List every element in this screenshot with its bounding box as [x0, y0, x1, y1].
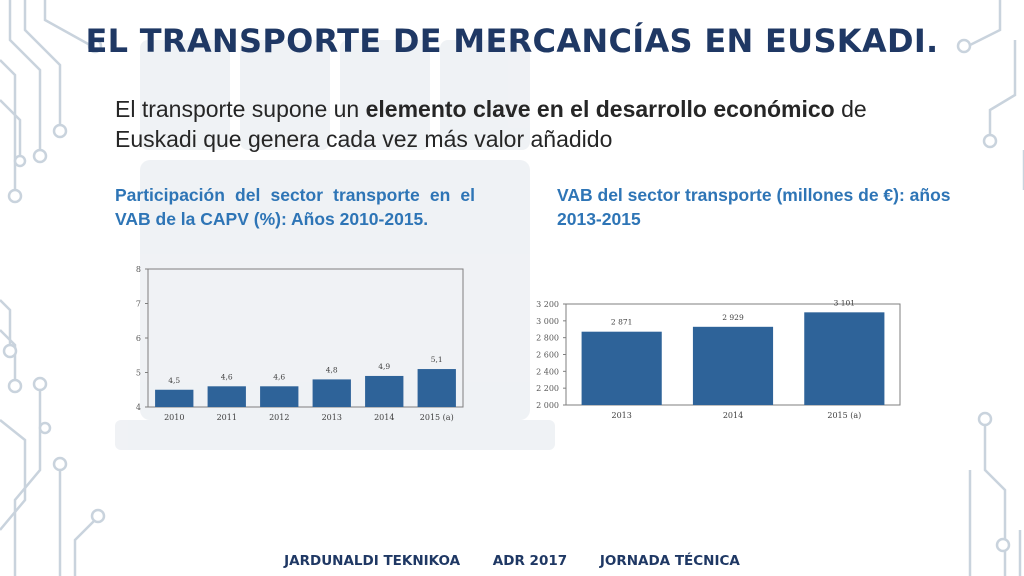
left-chart-value-label: 4,5 — [168, 376, 180, 385]
transport-share-bar-chart: 4 5 6 7 8 4,5 2010 4,6 2011 4,6 2012 4,8 2013 4,9 2014… — [136, 265, 464, 422]
intro-text: El transporte supone un elemento clave e… — [115, 94, 945, 154]
right-chart-y-tick-label: 2 800 — [536, 334, 559, 343]
right-chart-bar — [692, 326, 774, 405]
right-chart-value-label: 2 929 — [722, 313, 744, 322]
intro-text-part2: de Euskadi que genera cada vez más valor… — [115, 96, 867, 152]
left-chart-y-tick-label: 8 — [136, 265, 141, 274]
circuit-lines-left — [0, 0, 96, 576]
left-chart-y-tick-label: 5 — [136, 369, 141, 378]
left-chart-category-label: 2015 (a) — [420, 413, 454, 422]
left-chart-heading: Participación del sector transporte en e… — [115, 185, 475, 229]
intro-text-part1: El transporte supone un — [115, 96, 366, 122]
right-chart-y-tick-label: 3 200 — [536, 300, 559, 309]
footer-item-jardunaldi: JARDUNALDI TEKNIKOA — [284, 553, 461, 569]
left-chart-bar — [417, 369, 456, 407]
right-chart-category-label: 2014 — [723, 411, 743, 420]
right-chart-heading: VAB del sector transporte (millones de €… — [557, 185, 951, 229]
footer: JARDUNALDI TEKNIKOA ADR 2017 JORNADA TÉC… — [0, 553, 1024, 569]
right-chart-y-tick-label: 2 400 — [536, 367, 559, 376]
right-chart-y-tick-label: 2 600 — [536, 351, 559, 360]
right-chart-category-label: 2013 — [611, 411, 631, 420]
left-chart-bar — [260, 386, 299, 407]
circuit-nodes-right — [956, 38, 1011, 553]
circuit-nodes-left — [2, 38, 106, 524]
circuit-lines-right — [968, 0, 1024, 576]
left-chart-bar — [155, 389, 194, 407]
footer-item-jornada: JORNADA TÉCNICA — [599, 553, 740, 569]
left-chart-bar — [365, 375, 404, 407]
left-chart-bar — [207, 386, 246, 407]
left-chart-y-tick-label: 6 — [136, 334, 141, 343]
left-chart-bar — [312, 379, 351, 407]
left-chart-value-label: 4,9 — [378, 362, 390, 371]
right-chart-y-tick-label: 2 000 — [536, 401, 559, 410]
right-chart-y-tick-label: 3 000 — [536, 317, 559, 326]
intro-text-bold: elemento clave en el desarrollo económic… — [365, 96, 835, 122]
left-chart-category-label: 2010 — [164, 413, 184, 422]
left-chart-value-label: 4,6 — [221, 372, 233, 381]
page-title: EL TRANSPORTE DE MERCANCÍAS EN EUSKADI. — [85, 22, 939, 60]
left-chart-category-label: 2011 — [217, 413, 237, 422]
right-chart-y-tick-label: 2 200 — [536, 384, 559, 393]
left-chart-category-label: 2014 — [374, 413, 394, 422]
left-chart-y-tick-label: 4 — [136, 403, 141, 412]
footer-item-adr: ADR 2017 — [492, 553, 568, 569]
right-chart-bar — [581, 331, 662, 405]
left-chart-y-tick-label: 7 — [136, 300, 141, 309]
left-chart-category-label: 2013 — [322, 413, 342, 422]
right-chart-bar — [804, 312, 885, 405]
right-chart-category-label: 2015 (a) — [827, 411, 861, 420]
left-chart-plot-frame — [147, 268, 464, 408]
left-chart-value-label: 4,6 — [273, 372, 285, 381]
left-chart-value-label: 4,8 — [326, 365, 338, 374]
transport-gva-bar-chart: 2 000 2 200 2 400 2 600 2 800 3 000 3 200 2 871… — [536, 298, 901, 420]
right-chart-value-label: 3 101 — [834, 298, 855, 307]
right-chart-value-label: 2 871 — [611, 318, 632, 327]
left-chart-category-label: 2012 — [269, 413, 289, 422]
coat-of-arms-watermark — [115, 40, 555, 450]
left-chart-value-label: 5,1 — [431, 355, 443, 364]
